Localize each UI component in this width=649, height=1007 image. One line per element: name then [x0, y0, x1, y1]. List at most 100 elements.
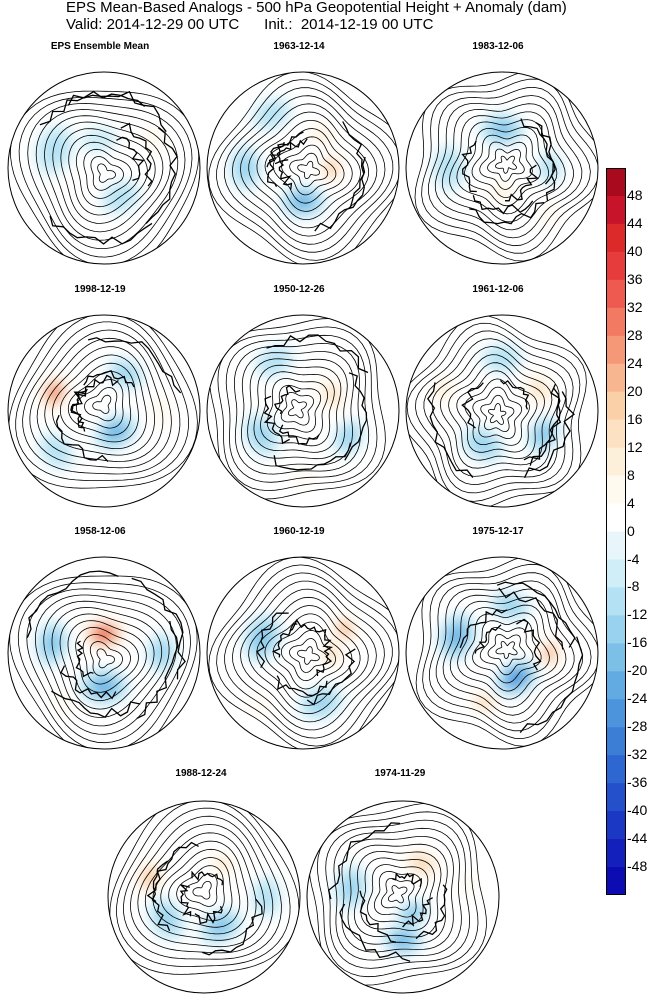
- height-contour: [89, 641, 124, 677]
- polar-map-3: [4, 311, 204, 511]
- colorbar-tick-label: 48: [627, 187, 643, 203]
- polar-map-4: [203, 311, 403, 511]
- map-boundary: [107, 800, 301, 994]
- height-contour: [90, 156, 124, 191]
- map-boundary: [405, 71, 599, 265]
- height-contour: [487, 148, 525, 182]
- height-contour: [35, 109, 179, 249]
- height-contour: [457, 604, 559, 700]
- coastline: [39, 90, 146, 126]
- anomaly-shading: [142, 125, 166, 153]
- anomaly-shading: [42, 134, 67, 166]
- coastline: [87, 337, 182, 394]
- coastline: [535, 122, 556, 202]
- height-contour: [297, 160, 320, 179]
- colorbar-tick-label: -12: [627, 606, 648, 623]
- anomaly-shading: [109, 426, 123, 438]
- height-contour: [472, 386, 523, 440]
- colorbar-tick-label: -44: [627, 830, 648, 847]
- colorbar-segment: [606, 727, 626, 756]
- coastline: [496, 581, 576, 648]
- colorbar-segment: [606, 195, 626, 225]
- colorbar-segment: [606, 447, 626, 477]
- polar-map-1: [203, 68, 403, 268]
- anomaly-shading: [151, 396, 173, 426]
- colorbar-segment: [606, 811, 626, 840]
- height-contour: [248, 111, 370, 229]
- anomaly-shading: [217, 858, 229, 869]
- coastline: [136, 620, 179, 719]
- height-contour: [223, 87, 394, 253]
- panel-label-7: 1960-12-19: [273, 526, 325, 537]
- coastline: [426, 382, 474, 478]
- height-contour: [240, 103, 378, 237]
- anomaly-shading: [296, 196, 310, 207]
- coastline: [145, 127, 178, 224]
- height-contour: [29, 329, 172, 469]
- height-contour: [75, 141, 140, 208]
- coastline: [278, 424, 320, 445]
- colorbar-tick-label: -20: [627, 662, 648, 679]
- colorbar-segment: [606, 783, 626, 812]
- height-contour: [232, 580, 385, 731]
- height-contour: [289, 152, 329, 188]
- colorbar-tick-label: 4: [627, 494, 635, 511]
- height-contour: [253, 364, 342, 453]
- colorbar-tick-label: -36: [627, 774, 648, 791]
- anomaly-shading: [328, 163, 335, 173]
- coastline: [523, 391, 575, 479]
- colorbar-segment: [606, 223, 626, 253]
- height-contour: [60, 362, 139, 443]
- polar-map-8: [402, 553, 602, 753]
- height-contour: [96, 648, 115, 669]
- map-boundary: [7, 556, 201, 750]
- coastline: [273, 442, 352, 471]
- anomaly-shading: [325, 386, 339, 402]
- coastline: [202, 898, 263, 956]
- height-contour: [15, 315, 190, 481]
- height-contour: [360, 857, 436, 931]
- anomaly-shading: [537, 428, 550, 442]
- panel-label-4: 1950-12-26: [273, 284, 325, 295]
- colorbar-tick-label: 44: [627, 214, 643, 231]
- height-contour: [59, 613, 155, 710]
- coastline: [402, 897, 434, 928]
- colorbar-tick-label: 8: [627, 466, 635, 483]
- coastline: [273, 384, 301, 415]
- height-contour: [264, 128, 353, 212]
- coastline: [359, 890, 397, 943]
- height-contour: [434, 95, 583, 239]
- coastline: [271, 623, 298, 658]
- coastline: [344, 372, 368, 461]
- coastline: [516, 618, 542, 671]
- panel-label-2: 1983-12-06: [472, 41, 524, 52]
- anomaly-shading: [494, 123, 510, 136]
- colorbar-segment: [606, 671, 626, 700]
- coastline: [73, 374, 119, 400]
- height-contour: [109, 801, 300, 975]
- height-contour: [27, 102, 186, 258]
- height-contour: [487, 403, 507, 425]
- colorbar-tick-label: 40: [627, 242, 643, 259]
- colorbar-segment: [606, 503, 626, 532]
- height-contour: [495, 155, 517, 174]
- height-contour: [217, 326, 378, 492]
- colorbar-tick-label: 32: [627, 298, 643, 315]
- coastline: [306, 648, 356, 706]
- colorbar-tick-label: 36: [627, 270, 643, 287]
- colorbar-segment: [606, 699, 626, 728]
- coastline: [120, 122, 153, 187]
- height-contour: [353, 850, 442, 938]
- height-contour: [266, 377, 329, 440]
- height-contour: [18, 96, 193, 264]
- coastline: [146, 841, 199, 903]
- colorbar-tick-label: -4: [627, 550, 640, 567]
- height-contour: [36, 337, 164, 462]
- colorbar-segment: [606, 839, 626, 868]
- map-boundary: [7, 71, 201, 265]
- coastline: [474, 624, 502, 654]
- coastline: [51, 690, 141, 719]
- panel-label-6: 1958-12-06: [74, 526, 126, 537]
- height-contour: [168, 857, 233, 921]
- coastline: [266, 334, 369, 374]
